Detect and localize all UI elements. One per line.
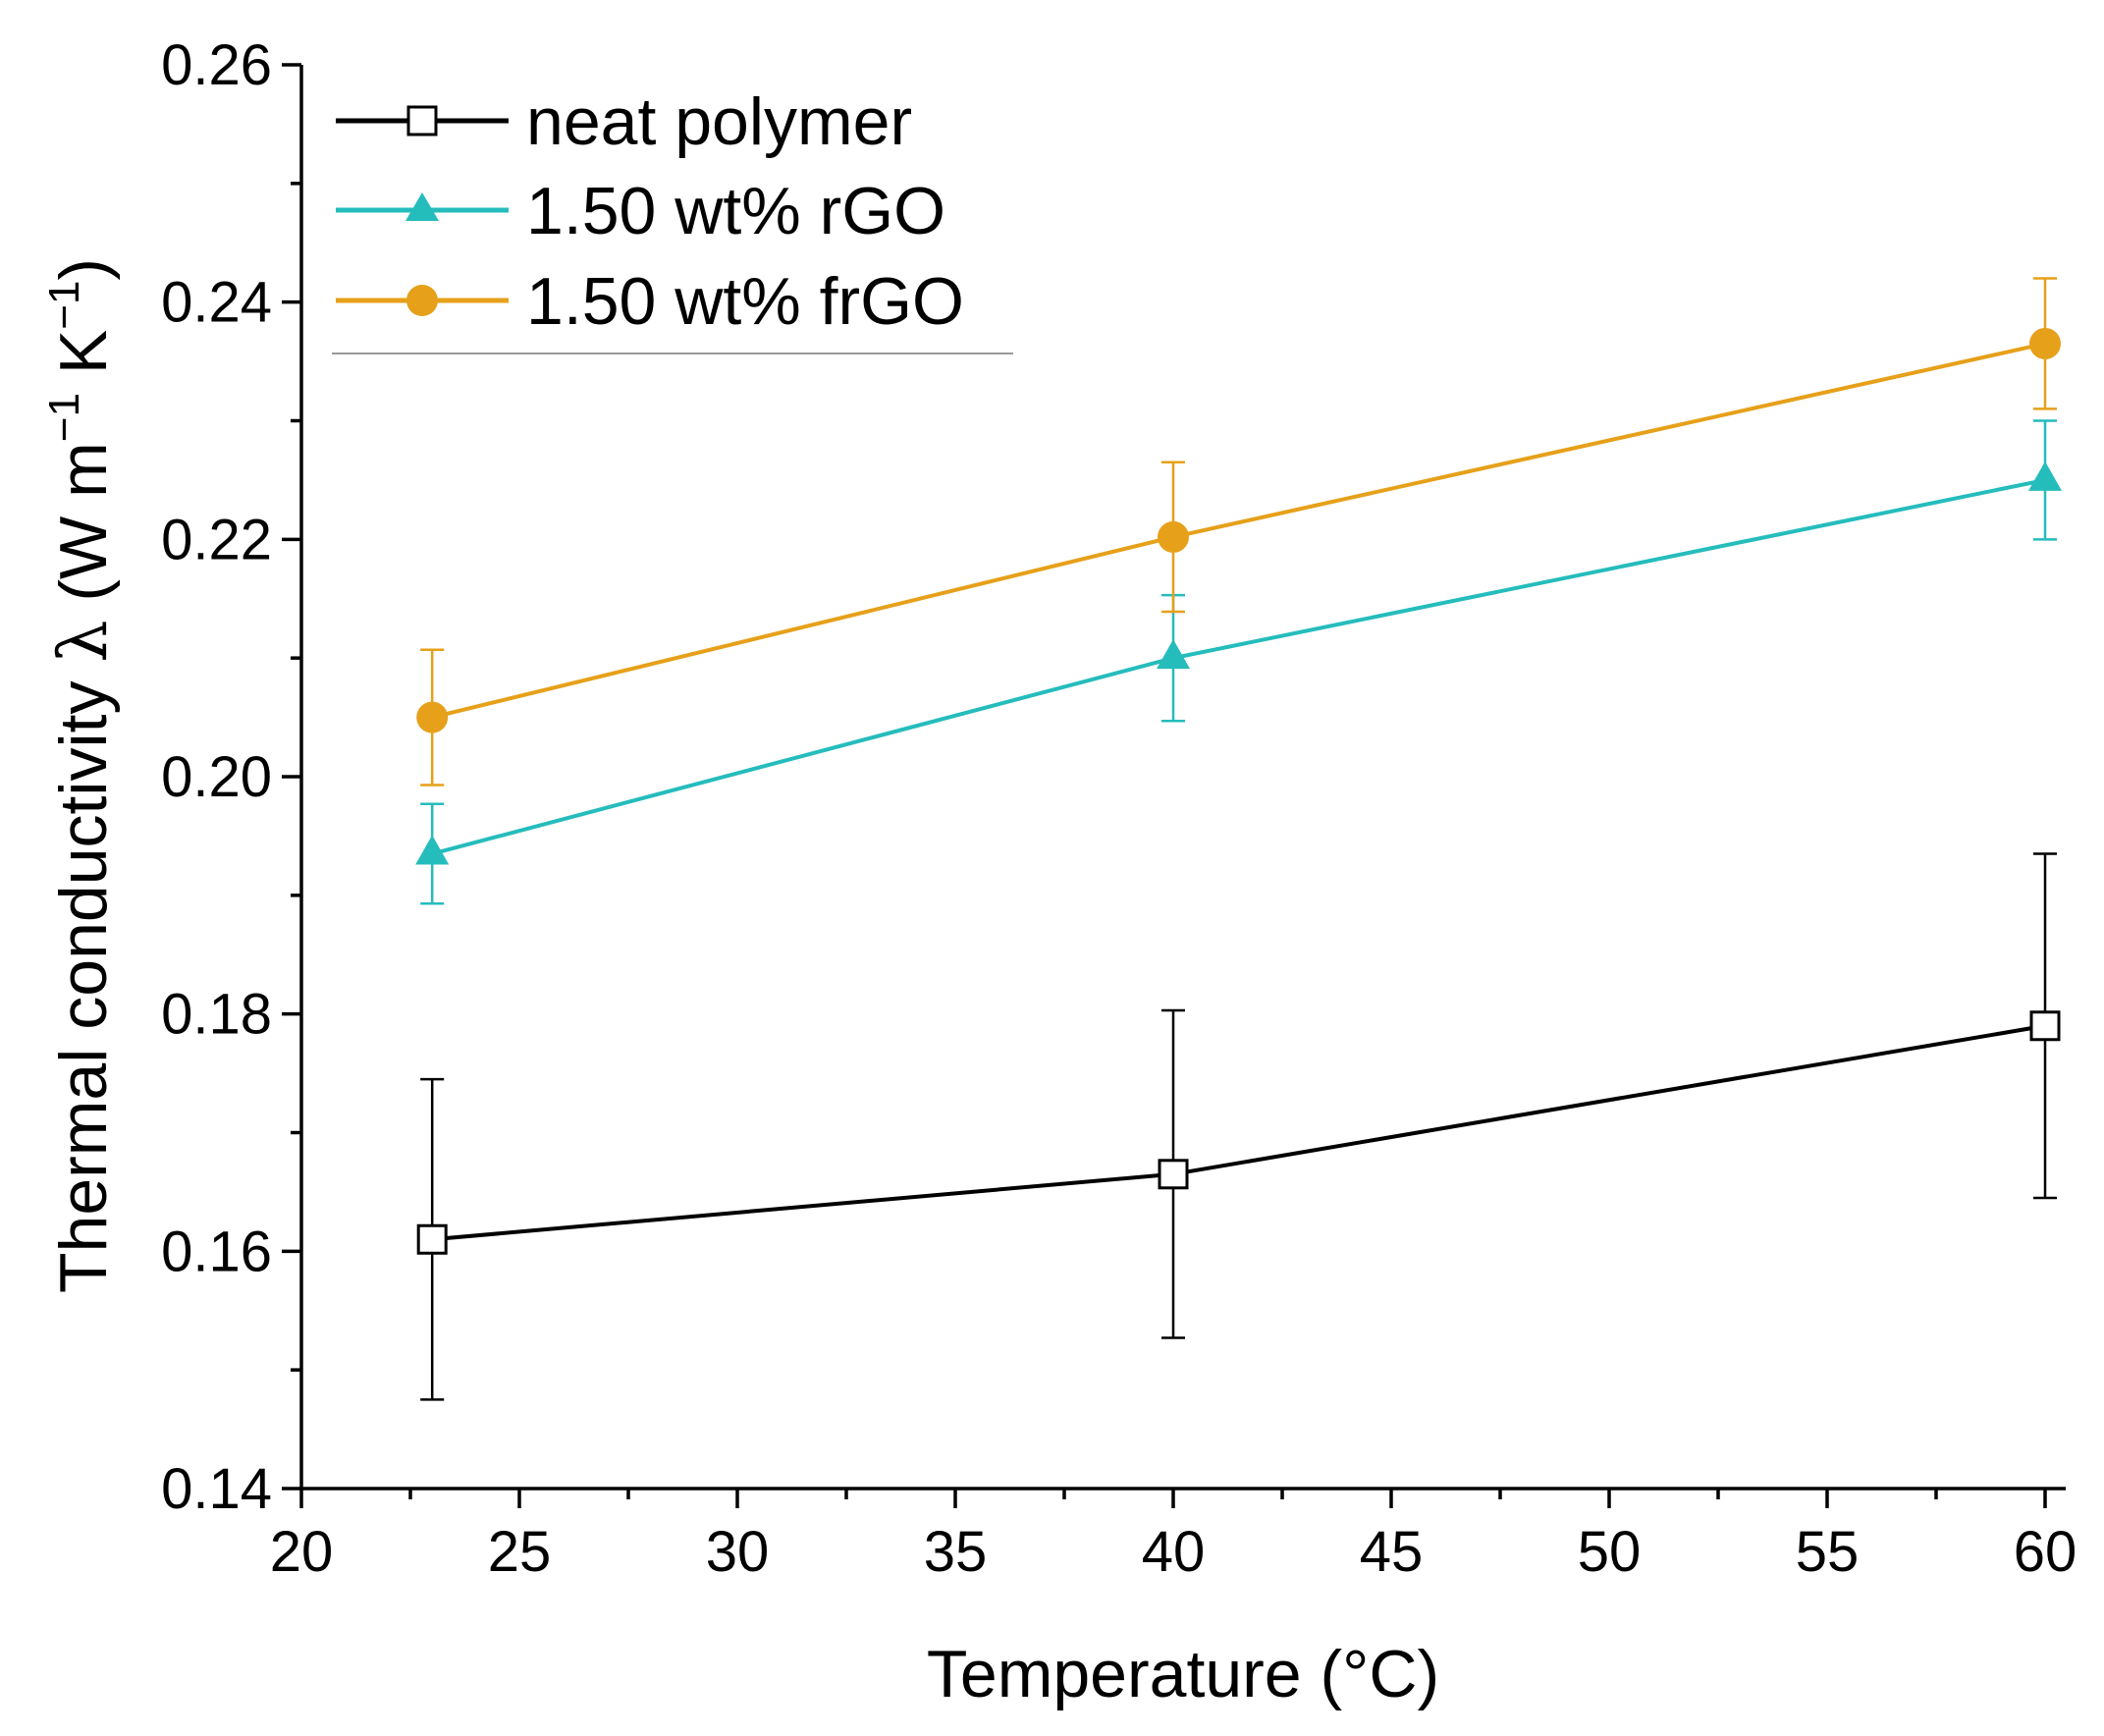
x-tick-label: 30 xyxy=(706,1520,770,1584)
x-tick-label: 40 xyxy=(1142,1520,1206,1584)
legend-marker-filled-circle xyxy=(406,285,438,316)
y-axis-title-unit-open: (W m xyxy=(46,442,121,620)
y-tick-label: 0.18 xyxy=(161,983,272,1047)
x-ticks: 20 25 30 35 40 45 50 55 60 xyxy=(270,1489,2077,1584)
data-point xyxy=(2028,461,2062,491)
x-tick-label: 50 xyxy=(1578,1520,1642,1584)
y-tick-label: 0.16 xyxy=(161,1220,272,1283)
y-tick-label: 0.26 xyxy=(161,33,272,97)
legend-marker-open-square xyxy=(406,105,438,136)
series-layer xyxy=(415,277,2062,1401)
y-tick-label: 0.14 xyxy=(161,1457,272,1521)
legend-marker-filled-triangle xyxy=(405,192,439,221)
legend-item-neat-polymer: neat polymer xyxy=(336,84,912,159)
x-tick-label: 35 xyxy=(924,1520,988,1584)
y-tick-label: 0.22 xyxy=(161,508,272,571)
series-line xyxy=(431,477,2046,856)
legend-label-rgo: 1.50 wt% rGO xyxy=(526,174,945,248)
data-point xyxy=(416,1223,448,1255)
data-point xyxy=(1158,520,1189,553)
y-axis-title-prefix: Thermal conductivity xyxy=(46,663,121,1293)
series-neat-polymer xyxy=(416,852,2061,1401)
data-point xyxy=(2029,1010,2061,1042)
data-point xyxy=(2029,327,2061,359)
series-1-50-wt-frgo xyxy=(416,277,2061,787)
legend: neat polymer 1.50 wt% rGO 1.50 wt% frGO xyxy=(332,84,1013,354)
y-axis-title-symbol: λ xyxy=(45,620,123,662)
y-axis-title-unit-mid: K xyxy=(46,330,121,393)
y-axis-title-unit-close: ) xyxy=(46,258,121,281)
x-tick-label: 55 xyxy=(1796,1520,1860,1584)
x-axis-title: Temperature (°C) xyxy=(927,1637,1439,1711)
legend-item-frgo: 1.50 wt% frGO xyxy=(336,264,964,339)
x-tick-label: 45 xyxy=(1360,1520,1424,1584)
y-axis-title-exp2: −1 xyxy=(40,281,88,330)
series-1-50-wt-rgo xyxy=(415,419,2062,905)
y-ticks: 0.14 0.16 0.18 0.20 0.22 0.24 0.26 xyxy=(161,33,301,1521)
data-point xyxy=(415,835,450,865)
legend-label-neat-polymer: neat polymer xyxy=(526,84,912,159)
legend-label-frgo: 1.50 wt% frGO xyxy=(526,264,964,339)
legend-item-rgo: 1.50 wt% rGO xyxy=(336,174,945,248)
y-axis-title: Thermal conductivity λ (W m−1 K−1) xyxy=(40,258,123,1293)
series-line xyxy=(432,1023,2046,1242)
x-tick-label: 25 xyxy=(488,1520,552,1584)
y-tick-label: 0.20 xyxy=(161,745,272,809)
y-tick-label: 0.24 xyxy=(161,271,272,335)
data-point xyxy=(1157,639,1190,670)
y-axis-title-exp1: −1 xyxy=(40,393,88,442)
x-tick-label: 20 xyxy=(270,1520,334,1584)
x-tick-label: 60 xyxy=(2014,1520,2077,1584)
data-point xyxy=(1158,1159,1189,1190)
data-point xyxy=(416,701,449,733)
